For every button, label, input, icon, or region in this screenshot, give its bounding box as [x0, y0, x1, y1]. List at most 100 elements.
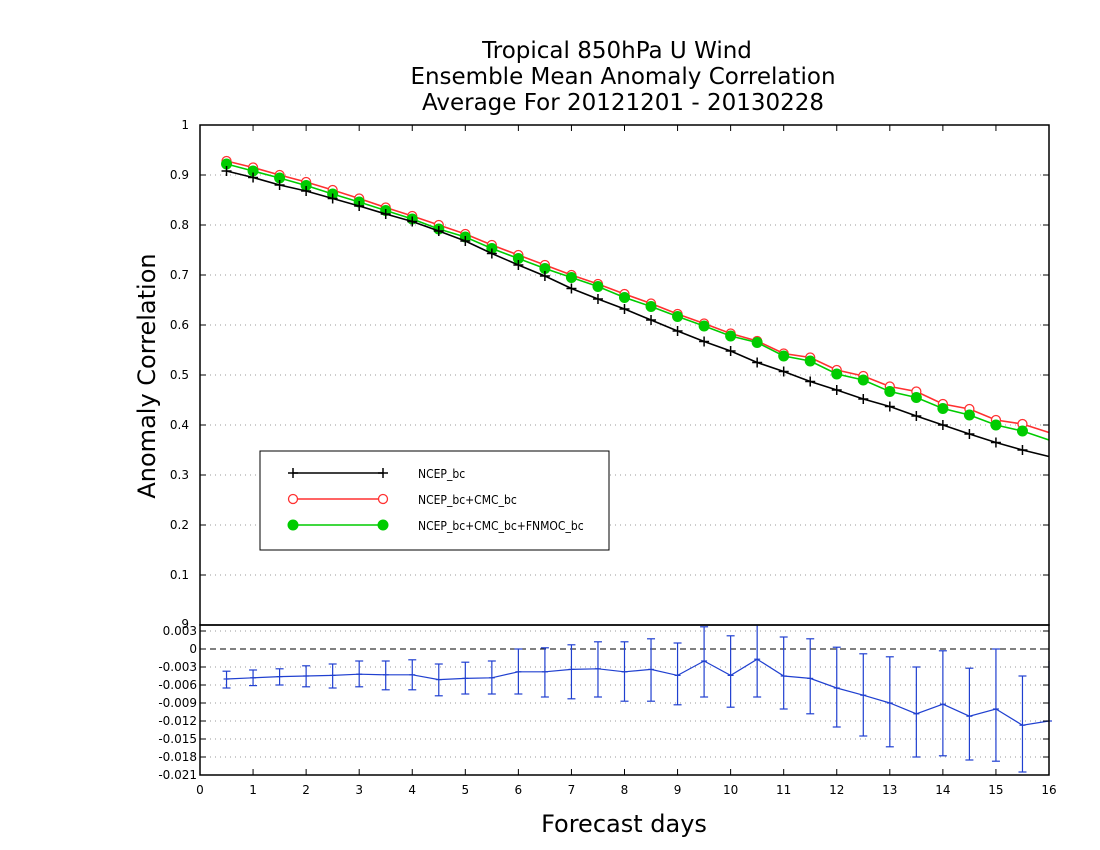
lower-series — [222, 625, 1052, 773]
series-ncep-bc-cmc-bc-fnmoc-bc — [221, 158, 1050, 441]
plus-marker — [433, 226, 444, 236]
plus-marker — [539, 271, 550, 281]
upper-y-ticks: 0.1 0.2 0.3 0.4 0.5 0.6 0.7 0.8 0.9 1 9 — [170, 118, 1049, 631]
legend-item: NCEP_bc+CMC_bc — [287, 493, 517, 507]
plus-marker — [831, 385, 842, 395]
filled-circle-marker — [990, 419, 1002, 431]
lower-y-tick-label: -0.021 — [158, 768, 197, 782]
filled-circle-marker — [804, 355, 816, 367]
upper-y-tick-label: 0.3 — [170, 468, 189, 482]
plus-marker — [566, 283, 577, 294]
plus-marker — [274, 180, 285, 190]
plus-marker — [805, 376, 816, 387]
x-tick-label: 15 — [988, 783, 1003, 797]
filled-circle-marker — [698, 320, 710, 332]
x-tick-label: 12 — [829, 783, 844, 797]
plus-marker — [407, 216, 418, 227]
upper-series — [221, 155, 1050, 458]
upper-y-tick-label: 1 — [181, 118, 189, 132]
filled-circle-marker — [565, 272, 577, 283]
plus-marker — [513, 260, 524, 270]
plus-marker — [1017, 445, 1028, 455]
x-tick-label: 13 — [882, 783, 897, 797]
plus-marker — [911, 411, 922, 421]
filled-circle-marker — [778, 350, 790, 362]
upper-y-tick-label: 0.5 — [170, 368, 189, 382]
plus-marker — [301, 186, 312, 196]
plus-marker — [221, 166, 232, 176]
plus-marker — [378, 468, 388, 478]
upper-y-tick-label: 0.9 — [170, 168, 189, 182]
filled-circle-marker — [377, 519, 389, 531]
filled-circle-marker — [645, 301, 657, 312]
filled-circle-marker — [831, 368, 843, 380]
upper-y-tick-label: 0.6 — [170, 318, 189, 332]
chart-title-line-1: Tropical 850hPa U Wind — [481, 38, 752, 64]
x-tick-label: 8 — [621, 783, 629, 797]
lower-y-top-label: 9 — [181, 617, 189, 631]
plus-marker — [778, 366, 789, 377]
upper-y-tick-label: 0.7 — [170, 268, 189, 282]
x-tick-label: 1 — [249, 783, 257, 797]
plus-marker — [354, 201, 365, 211]
x-tick-label: 4 — [408, 783, 416, 797]
filled-circle-marker — [287, 519, 299, 531]
upper-y-tick-label: 0.4 — [170, 418, 189, 432]
legend-item: NCEP_bc+CMC_bc+FNMOC_bc — [287, 519, 584, 533]
difference-series — [222, 625, 1052, 773]
plus-marker — [592, 294, 603, 304]
lower-y-tick-label: -0.006 — [158, 678, 197, 692]
plus-marker — [725, 346, 736, 356]
filled-circle-marker — [592, 281, 604, 292]
x-tick-label: 11 — [776, 783, 791, 797]
plus-marker — [460, 236, 471, 246]
lower-y-tick-label: 0 — [189, 642, 197, 656]
legend-box — [259, 450, 610, 551]
filled-circle-marker — [619, 292, 630, 303]
chart-title-line-2: Ensemble Mean Anomaly Correlation — [410, 64, 835, 90]
upper-y-tick-label: 0.1 — [170, 568, 189, 582]
series-line — [226, 170, 1050, 458]
upper-y-tick-label: 0.2 — [170, 518, 189, 532]
plus-marker — [937, 420, 948, 430]
plus-marker — [486, 248, 497, 259]
x-tick-label: 7 — [568, 783, 576, 797]
x-tick-label: 16 — [1041, 783, 1056, 797]
filled-circle-marker — [937, 403, 949, 414]
plus-marker — [884, 401, 895, 412]
lower-y-ticks: 0.003 0 -0.003 -0.006 -0.009 -0.012 -0.015 -0.0… — [158, 624, 1049, 782]
lower-y-tick-label: 0.003 — [163, 624, 197, 638]
filled-circle-marker — [672, 311, 684, 322]
filled-circle-marker — [910, 392, 922, 403]
lower-y-tick-label: -0.015 — [158, 732, 197, 746]
series-line — [226, 163, 1050, 441]
x-tick-label: 10 — [723, 783, 738, 797]
plus-marker — [964, 429, 975, 439]
open-circle-marker — [377, 493, 389, 505]
lower-y-tick-label: -0.003 — [158, 660, 197, 674]
y-axis-label: Anomaly Correlation — [133, 253, 161, 498]
plus-marker — [858, 394, 869, 404]
plus-marker — [327, 193, 338, 204]
plus-marker — [248, 172, 259, 183]
x-ticks: 0 1 2 3 4 5 6 7 8 9 10 11 12 13 14 15 16 — [196, 125, 1057, 797]
plus-marker — [990, 437, 1001, 448]
plus-marker — [672, 326, 683, 336]
plus-marker — [752, 357, 763, 368]
series-line — [226, 160, 1050, 434]
x-tick-label: 0 — [196, 783, 204, 797]
x-tick-label: 6 — [515, 783, 523, 797]
legend: NCEP_bc NCEP_bc+CMC_bc NCEP_bc+CMC_bc+FNMO… — [259, 450, 610, 551]
chart-title-line-3: Average For 20121201 - 20130228 — [422, 90, 824, 116]
filled-circle-marker — [751, 337, 763, 348]
x-tick-label: 9 — [674, 783, 682, 797]
x-axis-label: Forecast days — [541, 810, 707, 838]
legend-label: NCEP_bc+CMC_bc — [418, 493, 517, 507]
filled-circle-marker — [963, 409, 975, 421]
x-tick-label: 5 — [461, 783, 469, 797]
lower-y-tick-label: -0.012 — [158, 714, 197, 728]
x-tick-label: 14 — [935, 783, 950, 797]
filled-circle-marker — [1016, 425, 1028, 437]
upper-y-tick-label: 0.8 — [170, 218, 189, 232]
